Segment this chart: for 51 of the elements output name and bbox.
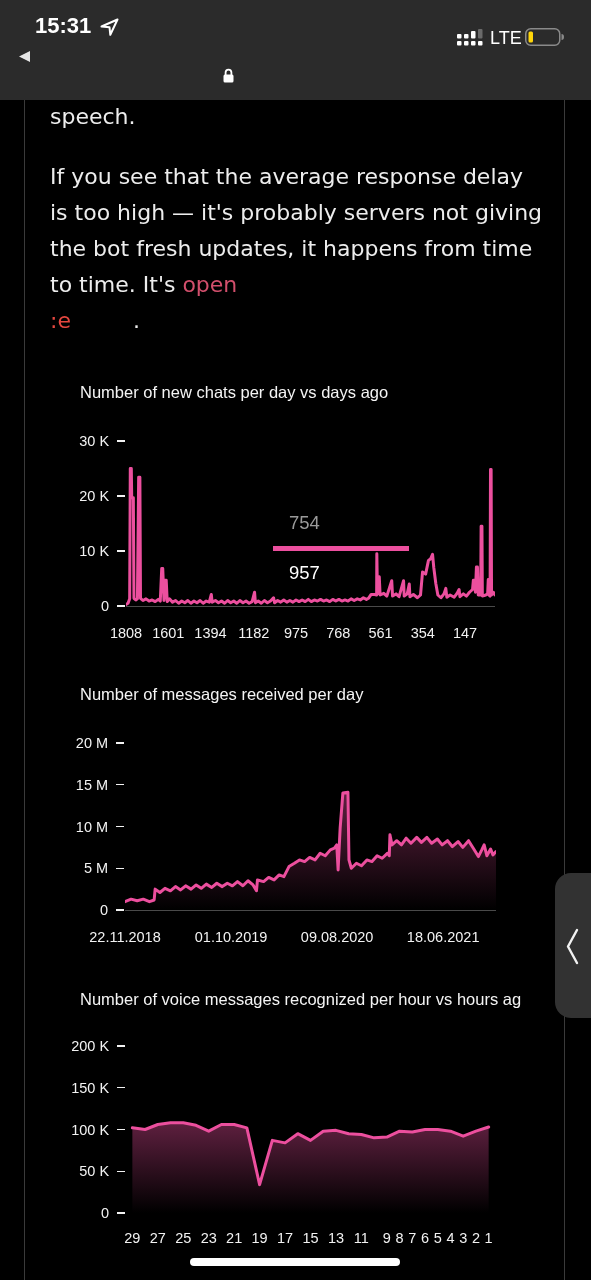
text: :e <box>50 308 71 333</box>
x-tick-label: 147 <box>452 625 478 642</box>
x-tick-label: 13 <box>327 1229 345 1246</box>
y-tick-label: 20 M <box>75 735 109 752</box>
y-tick-label: 10 M <box>75 818 109 835</box>
text: LTE <box>490 28 522 48</box>
x-tick-label: 11 <box>353 1229 369 1246</box>
x-tick-label: 21 <box>226 1229 243 1246</box>
text: open <box>182 272 238 297</box>
x-tick-label: 1394 <box>194 625 227 642</box>
x-tick-label: 27 <box>149 1229 166 1246</box>
y-tick-label: 100 K <box>71 1121 110 1138</box>
y-tick-label: 150 K <box>71 1079 110 1096</box>
y-tick-label: 50 K <box>79 1163 110 1180</box>
x-tick-label: 354 <box>410 625 435 642</box>
text: . <box>132 308 140 333</box>
y-tick-label: 15 M <box>75 776 109 793</box>
x-tick-label: 18.06.2021 <box>406 929 480 946</box>
x-tick-label: 1808 <box>109 625 143 642</box>
text: to time. It's <box>50 272 176 297</box>
x-tick-label: 15 <box>302 1229 319 1246</box>
x-tick-label: 17 <box>276 1229 294 1246</box>
chart-title: Number of voice messages recognized per hour vs hours ag <box>80 989 522 1008</box>
y-tick-label: 200 K <box>71 1038 110 1055</box>
x-tick-label: 2 <box>471 1229 480 1246</box>
text: 15:31 <box>35 13 92 38</box>
x-tick-label: 22.11.2018 <box>89 929 161 946</box>
x-tick-label: 3 <box>459 1229 468 1246</box>
x-tick-label: 4 <box>446 1229 455 1246</box>
y-tick-label: 0 <box>100 902 109 919</box>
x-tick-label: 975 <box>283 625 309 642</box>
y-tick-label: 5 M <box>83 860 109 877</box>
x-tick-label: 09.08.2020 <box>300 929 374 946</box>
x-tick-label: 1601 <box>152 625 185 642</box>
x-tick-label: 29 <box>124 1229 141 1246</box>
x-tick-label: 561 <box>368 625 393 642</box>
x-tick-label: 768 <box>326 625 351 642</box>
x-tick-label: 1 <box>484 1229 493 1246</box>
text: speech. <box>50 104 136 129</box>
x-tick-label: 9 <box>382 1229 391 1246</box>
x-tick-label: 25 <box>175 1229 192 1246</box>
x-tick-label: 7 <box>408 1229 417 1246</box>
x-tick-label: 8 <box>395 1229 404 1246</box>
chart-title: Number of messages received per day <box>80 685 365 704</box>
x-tick-label: 19 <box>251 1229 268 1246</box>
x-tick-label: 23 <box>200 1229 217 1246</box>
x-tick-label: 01.10.2019 <box>194 929 268 946</box>
x-tick-label: 6 <box>420 1229 430 1246</box>
x-tick-label: 1182 <box>238 625 270 642</box>
y-tick-label: 0 <box>101 1205 110 1222</box>
x-tick-label: 5 <box>433 1229 442 1246</box>
